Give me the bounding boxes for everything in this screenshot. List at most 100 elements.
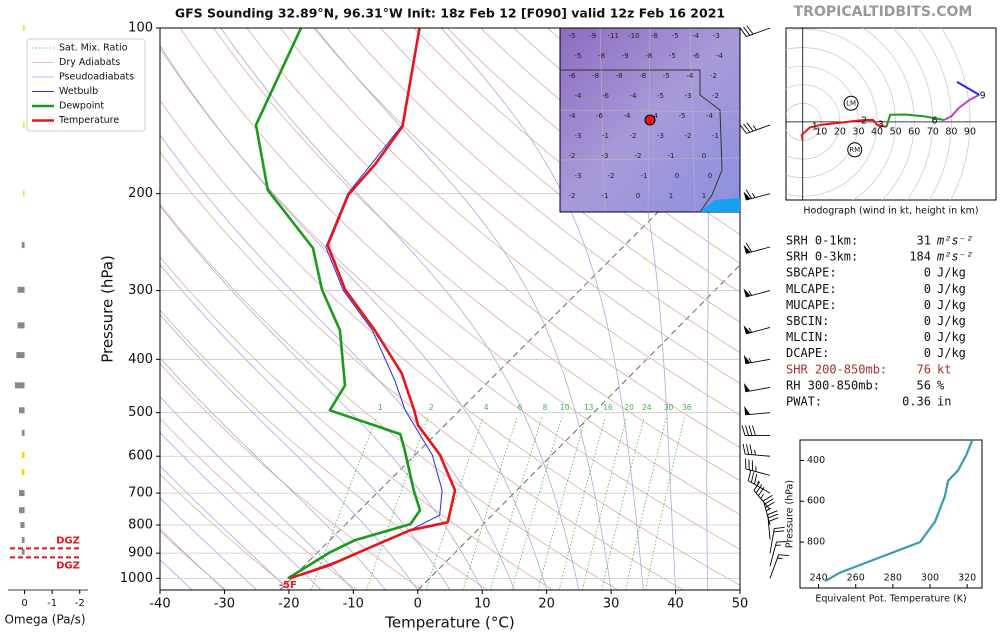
omega-bar [20,522,25,529]
height-label: 1 [812,121,818,132]
x-tick-label: 20 [538,597,555,612]
barb-flag [744,405,751,415]
omega-bar [19,407,25,414]
storm-motion-marker [847,142,863,158]
map-value: -8 [645,52,652,60]
dry-adiabat [160,473,292,590]
map-value: -8 [616,72,623,80]
map-value: -8 [598,52,605,60]
mixing-ratio-label: 30 [664,403,674,412]
map-value: -2 [569,192,576,200]
legend-label: Dewpoint [59,101,104,112]
index-value: 0 [924,266,931,280]
mixing-ratio-line [489,417,543,590]
barb-staff [739,25,771,38]
pseudoadiabat [160,313,419,590]
ring-label: 70 [927,126,939,137]
dry-adiabat [213,28,740,482]
barb-staff [753,481,771,510]
x-axis-label: Equivalent Pot. Temperature (K) [815,594,966,605]
omega-bar [21,469,25,476]
map-value: -5 [575,52,582,60]
ring-label: 10 [815,126,827,137]
pseudoadiabat [160,431,322,590]
x-tick-label: 260 [847,573,865,584]
index-value: 31 [917,234,931,248]
mixing-ratio-label: 36 [682,403,692,412]
index-label: MUCAPE: [786,298,837,312]
map-value: -8 [651,32,658,40]
map-value: -5 [663,72,670,80]
index-value: 184 [909,250,931,264]
map-value: -3 [685,92,692,100]
dry-adiabat [380,28,740,323]
map-value: -6 [692,52,700,60]
wind-barb [743,242,771,254]
index-label: MLCAPE: [786,282,837,296]
ring-label: 60 [908,126,920,137]
profile-line [254,28,422,580]
dry-adiabat [160,99,740,586]
map-value: -4 [569,112,577,120]
y-tick-label: 800 [807,537,825,548]
map-value: -3 [602,152,609,160]
map-value: -1 [668,152,675,160]
y-tick-label: 100 [128,21,153,36]
x-tick-label: -1 [47,598,57,609]
pseudoadiabat [160,465,290,590]
x-axis-label: Temperature (°C) [384,614,514,632]
map-value: 0 [708,172,712,180]
pseudoadiabat [160,44,548,590]
profile-line [289,28,443,579]
legend-box [26,38,146,132]
barb-flag [743,354,751,364]
pseudoadiabat [697,28,709,590]
barb-flag [743,288,751,298]
map-value: -3 [575,172,582,180]
title: GFS Sounding 32.89°N, 96.31°W Init: 18z … [175,6,725,21]
x-tick-label: -2 [75,598,85,609]
omega-bar [21,537,25,544]
omega-panel: DGZ DGZ 0 -1 -2 Omega (Pa/s) [4,25,88,627]
index-value: 56 [917,378,931,392]
dgz-label: DGZ [56,535,80,546]
map-value: -6 [602,92,610,100]
map-value: -4 [686,72,694,80]
hodograph: 10 20 30 40 50 60 70 80 90 1 2 3 6 9 LM RM Hodograph (wi… [785,27,997,217]
map-value: -2 [710,72,717,80]
y-tick-label: 300 [128,283,153,298]
index-label: SRH 0-3km: [786,250,858,264]
omega-bar [19,507,25,514]
ring-label: 80 [945,126,957,137]
wind-barb [743,325,771,335]
mixing-ratio-line [511,417,563,590]
index-label: SBCIN: [786,314,829,328]
dry-adiabat [160,363,423,590]
dashed-guide [417,264,740,590]
map-value: 0 [675,172,679,180]
wind-barb [743,382,771,393]
index-unit: J/kg [937,266,966,280]
map-value: -3 [713,32,720,40]
map-value: 0 [636,192,640,200]
skewt-background [160,28,740,590]
mixing-ratio-line [425,417,484,590]
barb-flag [743,191,751,201]
mixing-ratio-label: 2 [429,403,434,412]
index-value: 0 [924,298,931,312]
y-axis-label: Pressure (hPa) [99,255,117,363]
map-value: -4 [624,112,632,120]
wind-barb [763,494,775,526]
dry-adiabat [313,28,740,384]
mixing-ratio-label: 8 [543,403,548,412]
legend-label: Wetbulb [59,86,98,97]
gulf-water [700,198,740,212]
omega-bar [21,548,25,555]
index-value: 0 [924,314,931,328]
surface-label: -5F [279,580,297,591]
hodograph-trace [943,94,980,121]
index-unit: J/kg [937,298,966,312]
mixing-ratio-line [582,417,627,590]
index-unit: m²s⁻² [936,250,973,264]
y-axis-label: Pressure (hPa) [785,480,796,548]
